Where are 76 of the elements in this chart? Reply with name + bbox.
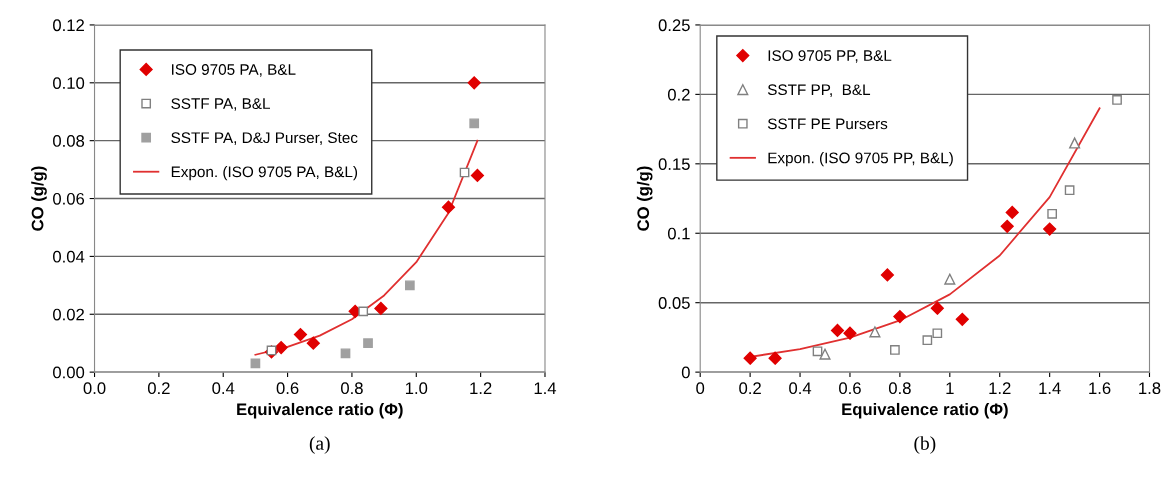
y-tick-label: 0.12: [53, 19, 84, 32]
y-tick-label: 0.00: [53, 366, 85, 379]
point: [1005, 205, 1019, 220]
x-tick-label: 1.4: [534, 382, 557, 394]
point: [843, 326, 857, 340]
legend-label: SSTF PA, D&J Purser, Stec: [171, 132, 358, 145]
x-tick-label: 1.8: [1139, 382, 1161, 395]
y-tick-label: 0.15: [658, 158, 690, 171]
x-tick-label: 1: [946, 382, 954, 394]
point: [830, 323, 845, 338]
y-tick-label: 0.02: [53, 308, 84, 321]
point: [441, 200, 456, 214]
point: [274, 340, 288, 355]
y-tick-label: 0.08: [53, 135, 85, 147]
legend-label: SSTF PA, B&L: [171, 98, 270, 111]
point: [1043, 222, 1057, 236]
point: [358, 306, 369, 317]
point: [819, 348, 831, 360]
y-axis-title: CO (g/g): [636, 166, 653, 231]
x-tick-label: 0.6: [276, 382, 299, 395]
point: [743, 351, 757, 365]
legend-label: Expon. (ISO 9705 PP, B&L): [768, 152, 953, 167]
point: [812, 346, 823, 357]
x-tick-label: 0.8: [341, 382, 363, 395]
legend-label: ISO 9705 PA, B&L: [172, 64, 296, 77]
point: [932, 328, 943, 339]
point: [1069, 137, 1081, 149]
point: [467, 76, 481, 90]
point: [768, 351, 782, 365]
y-tick-label: 0.1: [667, 227, 690, 240]
text: (b): [914, 436, 936, 454]
point: [306, 336, 320, 350]
x-axis-title: Equivalence ratio (Φ): [237, 402, 403, 419]
x-axis-title: Equivalence ratio (Φ): [842, 402, 1008, 419]
y-tick-label: 0.05: [658, 297, 690, 309]
legend-label: Expon. (ISO 9705 PA, B&L): [171, 166, 358, 181]
point: [955, 312, 969, 326]
x-tick-label: 0: [696, 382, 705, 395]
text: (a): [309, 436, 330, 454]
y-tick-label: 0.06: [53, 192, 85, 205]
point: [363, 338, 373, 349]
y-tick-label: 0: [681, 366, 690, 379]
y-tick-label: 0.10: [53, 77, 85, 90]
x-tick-label: 0.4: [789, 382, 812, 395]
y-tick-label: 0.04: [53, 250, 85, 263]
y-axis-title: CO (g/g): [31, 166, 47, 231]
point: [1064, 185, 1075, 196]
x-tick-label: 0.6: [839, 382, 861, 395]
x-tick-label: 1.2: [989, 382, 1011, 394]
x-tick-label: 0.2: [739, 382, 761, 395]
x-tick-label: 1.2: [470, 382, 492, 394]
point: [869, 326, 881, 338]
x-tick-label: 1.0: [405, 382, 428, 395]
x-tick-label: 0.4: [212, 382, 235, 395]
x-tick-label: 0.8: [888, 382, 911, 395]
point: [374, 301, 388, 316]
point: [1000, 219, 1014, 233]
legend-label: SSTF PP, B&L: [767, 84, 871, 97]
x-tick-label: 0.2: [147, 382, 170, 395]
point: [944, 273, 956, 285]
point: [930, 301, 944, 315]
point: [880, 268, 894, 282]
point: [340, 348, 351, 359]
legend-label: ISO 9705 PP, B&L: [768, 50, 892, 63]
legend-label: SSTF PE Pursers: [767, 118, 888, 130]
point: [293, 327, 308, 342]
point: [470, 168, 485, 182]
x-tick-label: 0.0: [83, 382, 106, 395]
point: [404, 280, 415, 291]
y-tick-label: 0.2: [667, 88, 690, 101]
point: [893, 309, 907, 324]
y-tick-label: 0.25: [658, 19, 690, 32]
point: [922, 335, 933, 346]
point: [469, 118, 480, 129]
x-tick-label: 1.6: [1089, 382, 1111, 395]
x-tick-label: 1.4: [1039, 382, 1061, 394]
